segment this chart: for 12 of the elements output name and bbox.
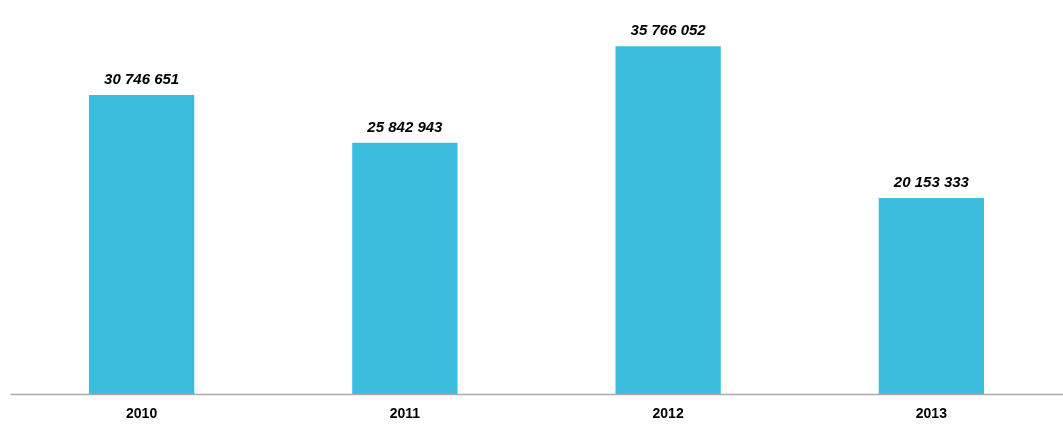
data-label: 25 842 943 bbox=[366, 117, 444, 135]
bar bbox=[352, 142, 458, 394]
bar bbox=[878, 198, 985, 394]
bar bbox=[88, 94, 195, 394]
x-tick-label: 2013 bbox=[915, 404, 948, 421]
data-label: 20 153 333 bbox=[892, 173, 970, 191]
x-tick-label: 2012 bbox=[652, 404, 684, 421]
bar bbox=[615, 46, 721, 394]
data-label: 30 746 651 bbox=[104, 69, 180, 87]
data-label: 35 766 052 bbox=[630, 21, 707, 39]
x-tick-label: 2010 bbox=[126, 404, 158, 421]
x-tick-label: 2011 bbox=[389, 404, 421, 421]
